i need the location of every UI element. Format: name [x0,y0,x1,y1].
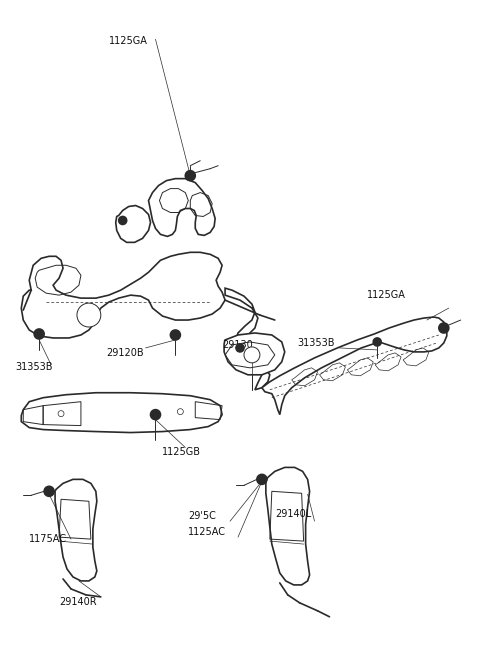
Circle shape [151,410,160,420]
Circle shape [439,323,449,333]
Text: 1125AC: 1125AC [188,527,226,537]
Polygon shape [262,317,447,415]
Text: 1125GA: 1125GA [367,290,406,300]
Text: 29120B: 29120B [106,348,144,358]
Polygon shape [55,480,97,581]
Text: 29140L: 29140L [275,509,311,519]
Polygon shape [116,206,151,242]
Circle shape [44,486,54,496]
Circle shape [236,344,244,352]
Circle shape [373,338,381,346]
Circle shape [185,171,195,181]
Circle shape [244,347,260,363]
Circle shape [77,303,101,327]
Polygon shape [148,179,215,237]
Circle shape [257,474,267,484]
Text: 31353B: 31353B [298,338,335,348]
Text: 1125GB: 1125GB [162,447,202,457]
Polygon shape [21,252,225,338]
Text: 1175AC: 1175AC [29,534,67,544]
Circle shape [58,411,64,417]
Text: 29'5C: 29'5C [188,511,216,521]
Text: 1125GA: 1125GA [109,36,148,46]
Polygon shape [224,333,285,374]
Text: 29130: 29130 [222,340,253,350]
Polygon shape [21,393,222,432]
Text: 31353B: 31353B [15,362,53,372]
Polygon shape [225,288,270,390]
Circle shape [170,330,180,340]
Circle shape [34,329,44,339]
Circle shape [178,409,183,415]
Polygon shape [266,467,310,585]
Circle shape [119,216,127,225]
Text: 29140R: 29140R [59,597,96,607]
